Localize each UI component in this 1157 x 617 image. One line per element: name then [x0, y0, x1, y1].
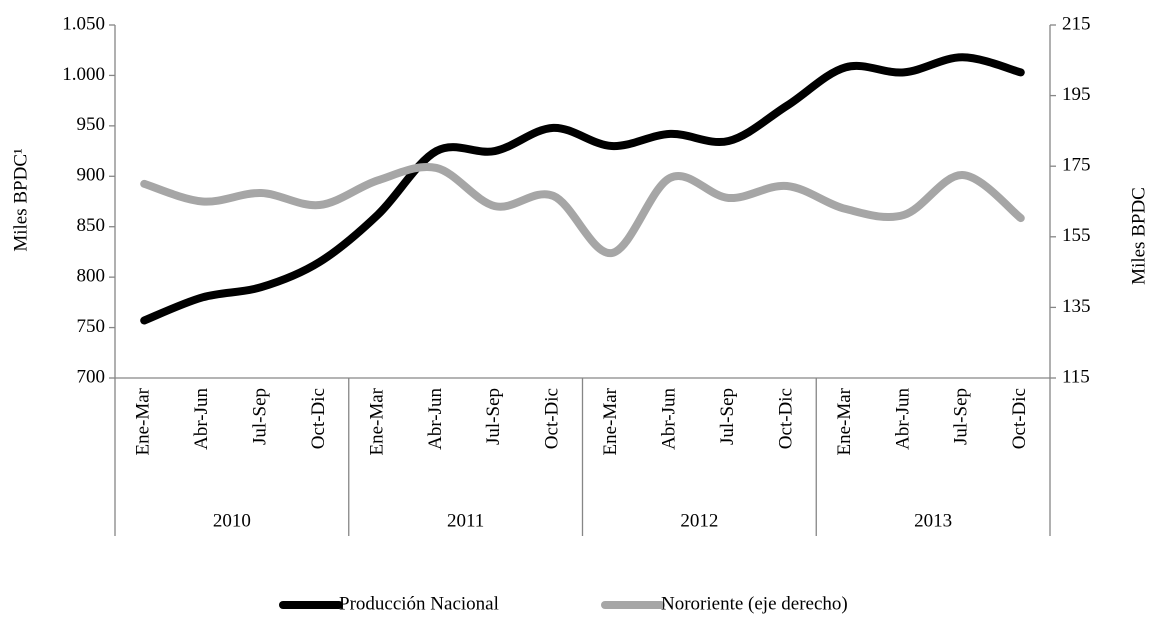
- series-line: [140, 163, 1025, 258]
- y-tick-label: 950: [77, 114, 106, 135]
- y2-tick-label: 175: [1062, 155, 1091, 176]
- group-label: 2012: [680, 510, 718, 531]
- x-tick-label: Abr-Jun: [191, 388, 212, 450]
- group-label: 2011: [447, 510, 484, 531]
- x-tick-label: Abr-Jun: [659, 388, 680, 450]
- x-tick-label: Jul-Sep: [249, 388, 270, 445]
- y-tick-label: 1.000: [62, 64, 105, 85]
- y2-tick-label: 155: [1062, 225, 1091, 246]
- x-tick-label: Oct-Dic: [308, 388, 329, 449]
- y2-tick-label: 215: [1062, 13, 1091, 34]
- y2-tick-label: 135: [1062, 296, 1091, 317]
- y-tick-label: 800: [77, 266, 106, 287]
- y2-tick-label: 115: [1062, 366, 1090, 387]
- series-line: [140, 53, 1025, 325]
- x-tick-label: Jul-Sep: [951, 388, 972, 445]
- x-tick-label: Ene-Mar: [834, 387, 855, 455]
- legend-label: Nororiente (eje derecho): [661, 593, 848, 614]
- y-tick-label: 1.050: [62, 13, 105, 34]
- y2-tick-label: 195: [1062, 84, 1091, 105]
- x-tick-label: Oct-Dic: [542, 388, 563, 449]
- x-tick-label: Abr-Jun: [892, 388, 913, 450]
- y-tick-label: 700: [77, 366, 106, 387]
- y-tick-label: 900: [77, 165, 106, 186]
- group-label: 2013: [914, 510, 952, 531]
- y-tick-label: 850: [77, 215, 106, 236]
- x-tick-label: Ene-Mar: [366, 387, 387, 455]
- y2-axis-label: Miles BPDC: [1128, 187, 1149, 285]
- y-axis-label: Miles BPDC¹: [10, 148, 31, 252]
- x-tick-label: Ene-Mar: [600, 387, 621, 455]
- x-tick-label: Oct-Dic: [1009, 388, 1030, 449]
- x-tick-label: Jul-Sep: [483, 388, 504, 445]
- group-label: 2010: [213, 510, 251, 531]
- x-tick-label: Oct-Dic: [775, 388, 796, 449]
- x-tick-label: Jul-Sep: [717, 388, 738, 445]
- x-tick-label: Abr-Jun: [425, 388, 446, 450]
- y-tick-label: 750: [77, 316, 106, 337]
- x-tick-label: Ene-Mar: [133, 387, 154, 455]
- legend-label: Producción Nacional: [339, 593, 499, 614]
